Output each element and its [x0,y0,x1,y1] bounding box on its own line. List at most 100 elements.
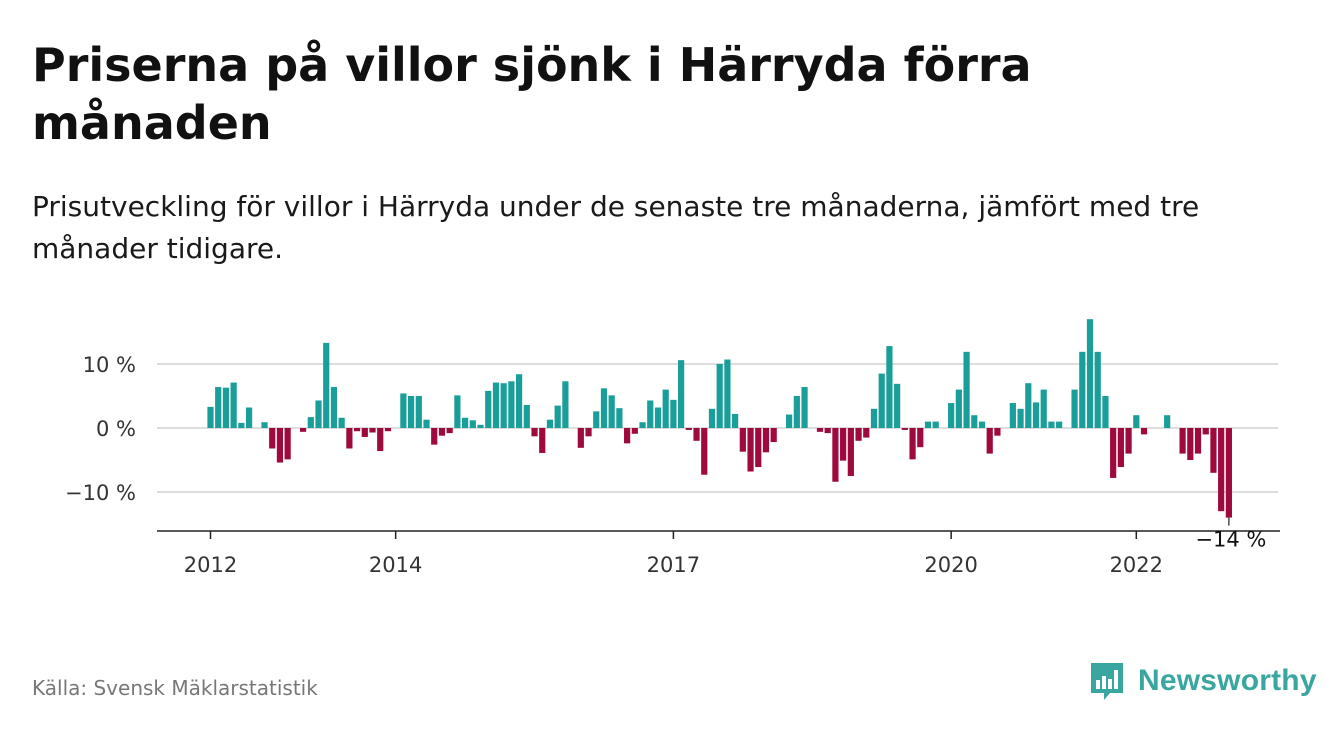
bar [647,400,654,428]
bar [909,428,916,460]
bar [1194,428,1202,454]
bar [924,421,932,428]
bar [616,408,623,428]
bar [840,428,847,461]
bar [1218,428,1225,512]
bar [369,428,376,433]
bar [269,428,276,449]
bar [1125,428,1132,454]
bar [446,428,453,434]
bar [500,383,507,428]
bar [1086,319,1094,428]
x-tick-label: 2017 [647,553,700,577]
bar [1032,402,1040,428]
bar [323,342,330,428]
bar [978,421,986,428]
bar [1187,428,1194,460]
bar [492,382,500,428]
bar [955,389,962,428]
bar [755,428,762,468]
bar [801,387,808,428]
bar [384,428,392,432]
bar [786,414,793,428]
bar-chart-icon [1091,663,1123,700]
bar [1040,389,1047,428]
bar [415,396,422,428]
bar [238,422,245,428]
y-tick-label: 10 % [83,353,136,377]
x-tick-label: 2012 [184,553,237,577]
x-tick-label: 2014 [369,553,422,577]
bar [1210,428,1217,473]
bar [377,428,384,452]
bar [407,396,415,428]
source-note: Källa: Svensk Mäklarstatistik [32,676,318,700]
bar [624,428,631,444]
bar [346,428,353,449]
bar [639,422,646,428]
bar-chart: 10 % 0 % −10 % 2012 2014 2017 2020 2022 −14 % [65,319,1280,577]
bar [971,415,978,428]
bar [516,374,523,428]
end-annotation: −14 % [1195,517,1266,552]
bar [863,428,870,438]
bar [485,390,492,428]
bar [670,399,677,428]
bar [1179,428,1186,454]
bar [539,428,546,453]
bar [1133,415,1140,428]
bar [315,400,322,428]
bar [299,428,307,432]
bar [693,428,700,441]
bar [847,428,854,476]
bar [554,405,561,428]
bar [824,428,831,434]
bar [724,359,731,428]
bar [438,428,446,436]
bar [1140,428,1148,435]
x-tick-label: 2022 [1110,553,1163,577]
bar [986,428,993,454]
bar [1048,421,1055,428]
y-tick-label: 0 % [96,417,136,441]
bar [222,387,230,428]
bar [855,428,862,441]
bar [878,373,885,428]
bar [469,420,476,428]
bar [245,407,253,428]
bar [708,408,716,428]
bar [662,389,669,428]
y-tick-label: −10 % [65,481,136,505]
x-tick-label: 2020 [924,553,977,577]
bar [1225,428,1232,518]
bar [215,387,222,428]
bar [284,428,291,460]
bar [330,387,338,428]
bar [963,351,970,428]
bar [732,413,739,428]
bar [654,407,662,428]
bar [1117,428,1124,468]
bar [477,424,484,428]
bar [917,428,924,448]
bar [793,396,800,428]
bar [747,428,754,472]
bar [307,417,314,428]
bar [870,408,878,428]
bar [338,417,345,428]
brand-logo[interactable]: Newsworthy [1088,660,1317,702]
bar [1017,408,1024,428]
bar [1056,421,1063,428]
bar [1164,415,1171,428]
bar [207,406,214,428]
bar [631,428,638,434]
bar [716,364,723,428]
bar [508,381,515,428]
bar [832,428,839,482]
bar [230,382,237,428]
bar [894,383,901,428]
bar [1071,389,1078,428]
bar [1079,351,1086,428]
bar [353,428,361,432]
bar [461,417,469,428]
